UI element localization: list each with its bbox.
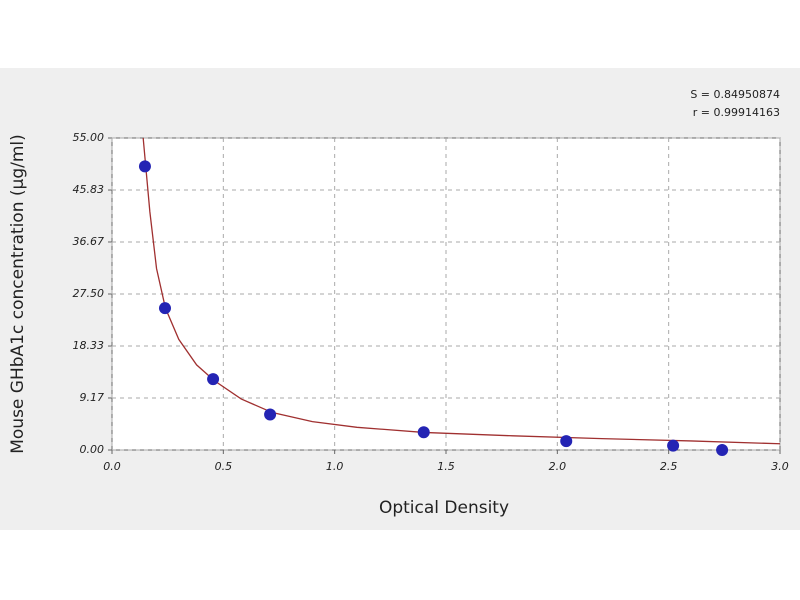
data-point <box>207 373 220 386</box>
x-tick-label: 2.5 <box>660 460 678 473</box>
x-tick-label: 1.0 <box>326 460 344 473</box>
y-tick-label: 0.00 <box>80 443 105 456</box>
data-point <box>667 439 680 452</box>
data-point <box>417 426 430 439</box>
y-tick-label: 55.00 <box>73 131 105 144</box>
data-point <box>716 444 729 456</box>
x-tick-label: 0.0 <box>103 460 121 473</box>
y-tick-label: 27.50 <box>73 287 105 300</box>
annotation: r = 0.99914163 <box>693 106 780 119</box>
x-tick-label: 3.0 <box>771 460 789 473</box>
data-point <box>158 302 171 315</box>
data-point <box>560 435 573 448</box>
y-tick-label: 18.33 <box>73 339 105 352</box>
data-point <box>138 160 151 173</box>
y-tick-label: 9.17 <box>80 391 105 404</box>
y-axis-label: Mouse GHbA1c concentration (μg/ml) <box>8 134 28 454</box>
fit-curve <box>142 137 781 445</box>
x-tick-label: 1.5 <box>437 460 455 473</box>
x-tick-label: 0.5 <box>215 460 233 473</box>
x-tick-label: 2.0 <box>549 460 567 473</box>
x-axis-label: Optical Density <box>379 498 509 518</box>
y-tick-label: 45.83 <box>73 183 105 196</box>
data-point <box>264 408 277 421</box>
y-tick-label: 36.67 <box>73 235 105 248</box>
annotation: S = 0.84950874 <box>690 88 780 101</box>
